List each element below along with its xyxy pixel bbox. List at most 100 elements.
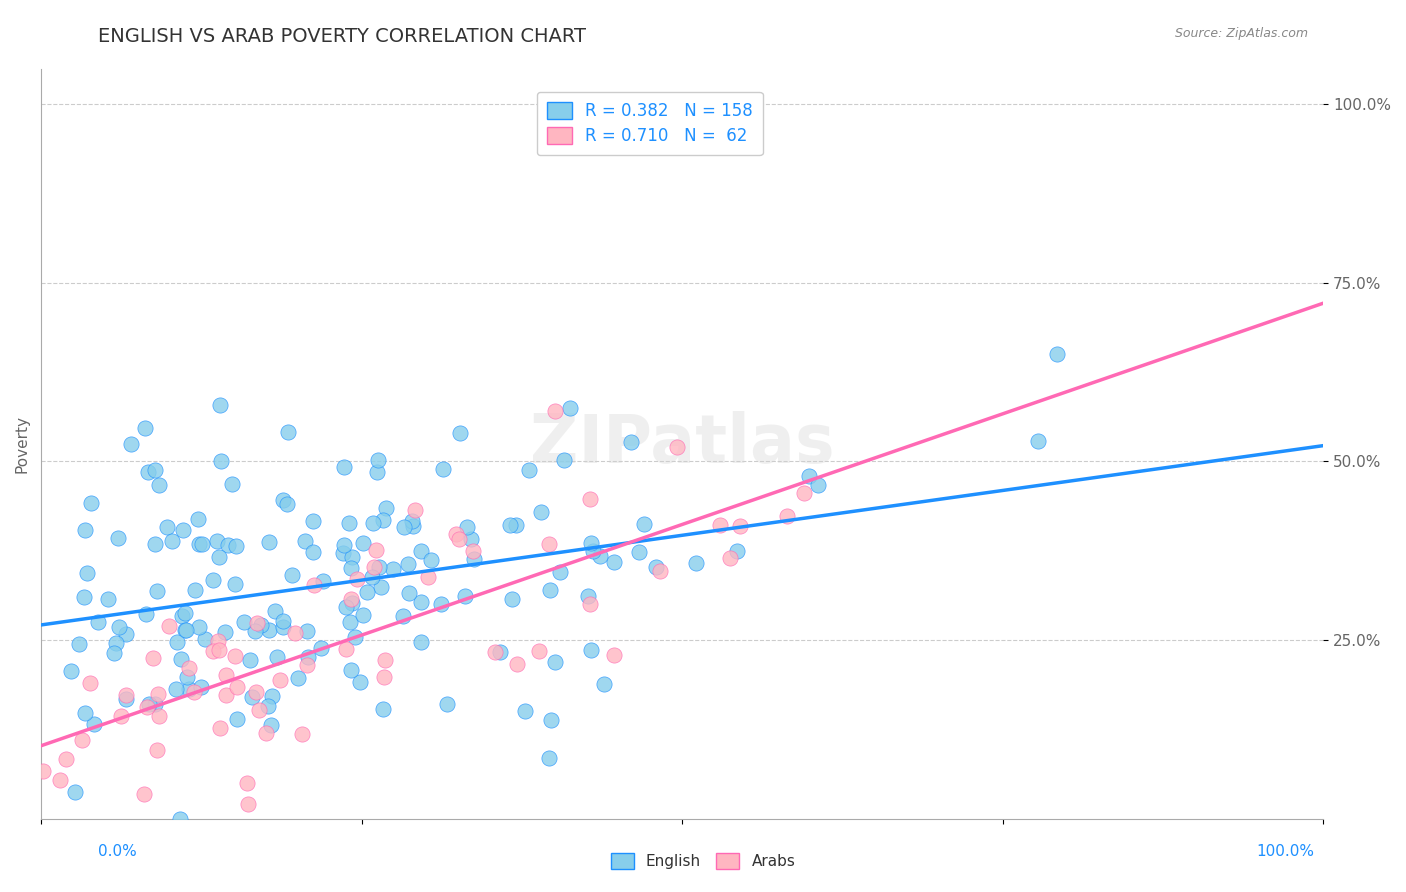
Point <box>209 454 232 468</box>
Point <box>295 624 318 638</box>
Point <box>727 543 749 558</box>
Point <box>295 657 318 672</box>
Point <box>499 518 522 533</box>
Point <box>145 463 167 477</box>
Point <box>361 570 384 584</box>
Point <box>398 586 420 600</box>
Point <box>538 750 561 764</box>
Point <box>266 649 288 664</box>
Point <box>449 426 471 441</box>
Point <box>364 542 387 557</box>
Point <box>214 668 236 682</box>
Point <box>97 591 120 606</box>
Point <box>236 776 259 790</box>
Point <box>67 637 90 651</box>
Point <box>302 577 325 591</box>
Point <box>396 557 419 571</box>
Point <box>352 607 374 622</box>
Point <box>484 645 506 659</box>
Point <box>276 497 298 511</box>
Point <box>720 551 742 566</box>
Point <box>302 514 325 528</box>
Point <box>157 619 180 633</box>
Point <box>1045 347 1067 361</box>
Point <box>217 538 239 552</box>
Point <box>148 709 170 723</box>
Point <box>685 556 707 570</box>
Point <box>620 435 643 450</box>
Point <box>368 560 391 574</box>
Point <box>208 721 231 735</box>
Point <box>142 651 165 665</box>
Point <box>581 536 603 550</box>
Point <box>374 501 396 516</box>
Point <box>589 549 612 563</box>
Point <box>540 713 562 727</box>
Text: ZIPatlas: ZIPatlas <box>530 410 835 476</box>
Point <box>343 630 366 644</box>
Point <box>544 404 567 418</box>
Point <box>214 625 236 640</box>
Point <box>233 615 256 629</box>
Point <box>332 546 354 560</box>
Point <box>271 614 294 628</box>
Point <box>461 544 484 558</box>
Point <box>538 582 561 597</box>
Point <box>184 582 207 597</box>
Point <box>287 671 309 685</box>
Point <box>603 648 626 662</box>
Point <box>146 743 169 757</box>
Point <box>187 537 209 551</box>
Point <box>202 573 225 587</box>
Point <box>226 712 249 726</box>
Point <box>463 552 485 566</box>
Point <box>187 511 209 525</box>
Point <box>105 636 128 650</box>
Point <box>201 644 224 658</box>
Point <box>603 555 626 569</box>
Point <box>297 649 319 664</box>
Point <box>103 646 125 660</box>
Point <box>250 618 273 632</box>
Point <box>335 641 357 656</box>
Point <box>49 772 72 787</box>
Point <box>333 538 356 552</box>
Point <box>340 592 363 607</box>
Point <box>114 691 136 706</box>
Point <box>136 465 159 479</box>
Point <box>143 537 166 551</box>
Point <box>32 764 55 778</box>
Point <box>391 608 413 623</box>
Point <box>404 503 426 517</box>
Point <box>247 703 270 717</box>
Point <box>311 640 333 655</box>
Point <box>576 589 599 603</box>
Point <box>370 580 392 594</box>
Point <box>373 513 395 527</box>
Point <box>411 635 433 649</box>
Point <box>367 453 389 467</box>
Point <box>284 626 307 640</box>
Point <box>349 674 371 689</box>
Point <box>447 532 470 546</box>
Point <box>170 652 193 666</box>
Point <box>240 690 263 704</box>
Point <box>170 609 193 624</box>
Point <box>581 643 603 657</box>
Point <box>208 643 231 657</box>
Point <box>225 539 247 553</box>
Point <box>259 535 281 549</box>
Point <box>807 478 830 492</box>
Point <box>59 664 82 678</box>
Point <box>75 706 97 720</box>
Point <box>294 533 316 548</box>
Point <box>134 788 156 802</box>
Point <box>187 620 209 634</box>
Point <box>728 518 751 533</box>
Point <box>342 596 364 610</box>
Point <box>527 644 550 658</box>
Point <box>70 733 93 747</box>
Point <box>436 697 458 711</box>
Point <box>277 425 299 439</box>
Point <box>401 514 423 528</box>
